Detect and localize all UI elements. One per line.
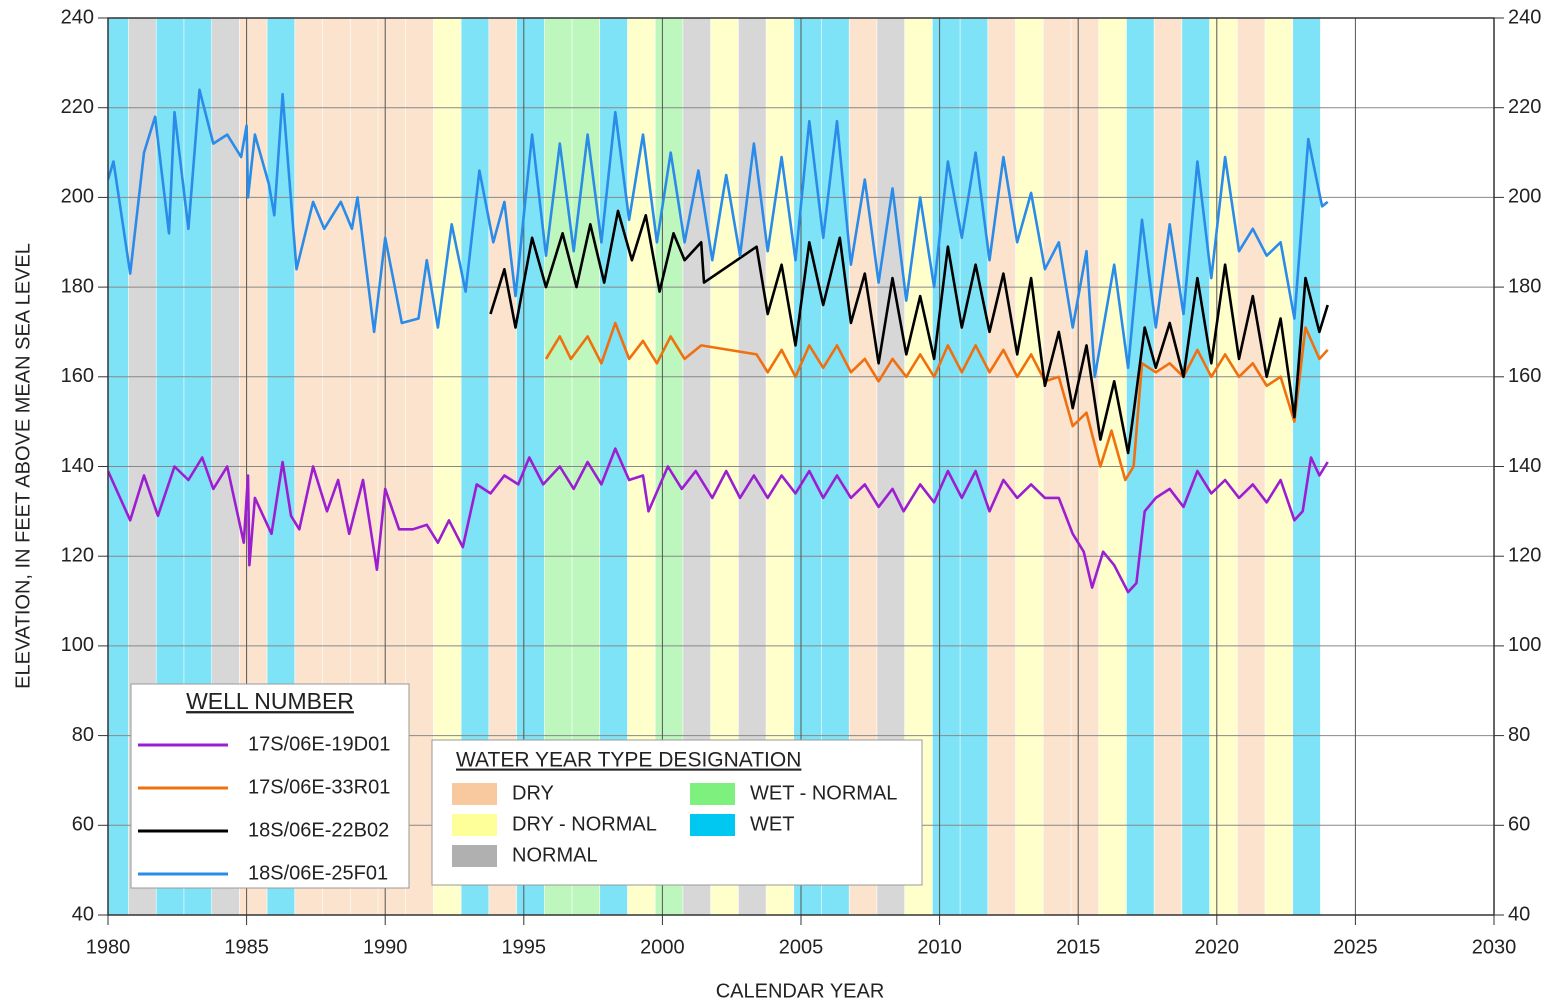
legend-swatch	[690, 783, 735, 805]
x-tick-label: 2020	[1195, 936, 1240, 958]
legend-label: DRY	[512, 782, 554, 804]
y-tick-label: 60	[72, 814, 94, 836]
y-tick-label: 240	[61, 6, 94, 28]
x-tick-label: 1995	[502, 936, 547, 958]
series-lines	[108, 88, 1329, 594]
y2-tick-label: 160	[1508, 365, 1541, 387]
y-tick-label: 140	[61, 455, 94, 477]
x-tick-label: 2030	[1472, 936, 1517, 958]
y-axis-label: ELEVATION, IN FEET ABOVE MEAN SEA LEVEL	[12, 243, 34, 689]
legend-label: 17S/06E-19D01	[248, 733, 390, 755]
legend-label: NORMAL	[512, 844, 598, 866]
series-line	[544, 321, 1329, 482]
y2-tick-label: 140	[1508, 455, 1541, 477]
y-tick-label: 160	[61, 365, 94, 387]
well-legend: WELL NUMBER 17S/06E-19D01 17S/06E-33R01 18…	[130, 683, 410, 889]
y-tick-label: 220	[61, 96, 94, 118]
y-tick-label: 100	[61, 634, 94, 656]
y2-tick-label: 240	[1508, 6, 1541, 28]
y2-tick-label: 40	[1508, 903, 1530, 925]
legend-box	[130, 683, 410, 889]
x-tick-label: 2010	[917, 936, 962, 958]
x-tick-label: 2005	[779, 936, 824, 958]
legend-swatch	[452, 814, 497, 836]
legend-title: WATER YEAR TYPE DESIGNATION	[456, 749, 801, 772]
y-tick-label: 180	[61, 275, 94, 297]
y2-tick-label: 180	[1508, 275, 1541, 297]
y2-tick-label: 60	[1508, 814, 1530, 836]
x-tick-label: 2000	[640, 936, 685, 958]
series-line	[108, 447, 1329, 594]
x-tick-label: 1990	[363, 936, 408, 958]
legend-swatch	[452, 845, 497, 867]
y2-tick-label: 80	[1508, 724, 1530, 746]
series-line	[489, 209, 1329, 455]
axes: 40 40 60 60 80 80 100 100 120 120 140 140 160 160 180 1…	[61, 6, 1542, 958]
legend-swatch	[690, 814, 735, 836]
legend-swatch	[452, 783, 497, 805]
y2-tick-label: 100	[1508, 634, 1541, 656]
legend-label: DRY - NORMAL	[512, 813, 657, 835]
y2-tick-label: 220	[1508, 96, 1541, 118]
y2-tick-label: 120	[1508, 544, 1541, 566]
x-tick-label: 1980	[86, 936, 131, 958]
legend-label: 18S/06E-22B02	[248, 819, 389, 841]
legend-box	[431, 739, 923, 886]
legend-label: WET - NORMAL	[750, 782, 897, 804]
x-tick-label: 1985	[224, 936, 269, 958]
water-year-legend: WATER YEAR TYPE DESIGNATION DRY DRY - NOR…	[431, 739, 923, 886]
legend-label: 17S/06E-33R01	[248, 776, 390, 798]
y-tick-label: 200	[61, 186, 94, 208]
legend-title: WELL NUMBER	[186, 688, 354, 714]
legend-label: WET	[750, 813, 794, 835]
x-axis-label: CALENDAR YEAR	[716, 980, 885, 1002]
series-line	[108, 88, 1329, 379]
y-tick-label: 80	[72, 724, 94, 746]
y2-tick-label: 200	[1508, 186, 1541, 208]
y-tick-label: 120	[61, 544, 94, 566]
legend-label: 18S/06E-25F01	[248, 862, 388, 884]
x-tick-label: 2025	[1333, 936, 1378, 958]
y-tick-label: 40	[72, 903, 94, 925]
x-tick-label: 2015	[1056, 936, 1101, 958]
